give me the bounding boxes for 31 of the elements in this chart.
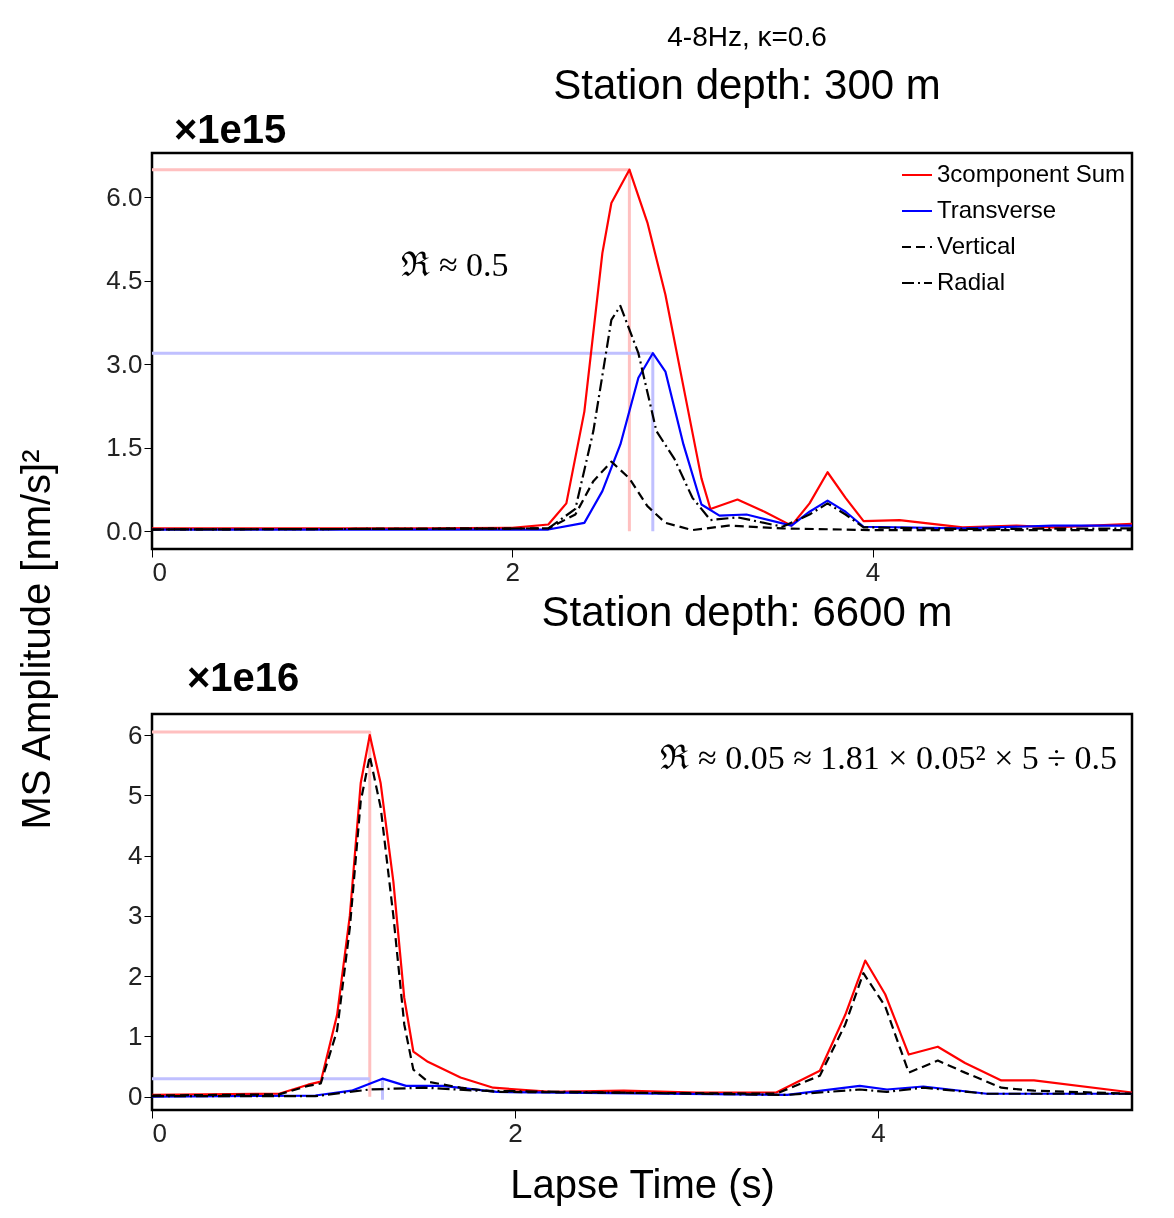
x-tick-label: 0 xyxy=(152,1117,167,1148)
y-tick-label: 0.0 xyxy=(106,515,143,546)
x-tick-label: 2 xyxy=(505,556,521,587)
annotation: ℜ ≈ 0.05 ≈ 1.81 × 0.05² × 5 ÷ 0.5 xyxy=(660,739,1117,776)
y-tick-label: 2 xyxy=(128,960,143,991)
y-tick-label: 0 xyxy=(128,1081,143,1112)
x-tick-label: 4 xyxy=(871,1117,886,1148)
legend-label: 3component Sum xyxy=(937,160,1126,187)
y-axis-title: MS Amplitude [nm/s]² xyxy=(13,449,58,830)
legend-label: Transverse xyxy=(937,196,1057,223)
chart-title: Station depth: 6600 m xyxy=(541,588,953,635)
y-tick-label: 1.5 xyxy=(106,432,143,463)
y-tick-label: 6.0 xyxy=(106,181,143,212)
y-tick-label: 5 xyxy=(128,779,143,810)
y-tick-label: 3.0 xyxy=(106,348,143,379)
chart-title: 4-8Hz, κ=0.6 xyxy=(667,21,827,52)
y-tick-label: 6 xyxy=(128,719,143,750)
text: ×1e16 xyxy=(187,655,300,699)
legend-label: Radial xyxy=(937,268,1006,295)
y-tick-label: 1 xyxy=(128,1020,143,1051)
text: ×1e15 xyxy=(174,107,287,151)
x-tick-label: 0 xyxy=(152,556,167,587)
y-tick-label: 4.5 xyxy=(106,265,143,296)
x-tick-label: 2 xyxy=(508,1117,523,1148)
x-tick-label: 4 xyxy=(865,556,881,587)
annotation: ℜ ≈ 0.5 xyxy=(401,246,509,283)
x-axis-title: Lapse Time (s) xyxy=(510,1161,775,1206)
legend-label: Vertical xyxy=(937,232,1016,259)
y-tick-label: 3 xyxy=(128,900,143,931)
y-tick-label: 4 xyxy=(128,840,143,871)
chart-subtitle: Station depth: 300 m xyxy=(553,61,941,108)
